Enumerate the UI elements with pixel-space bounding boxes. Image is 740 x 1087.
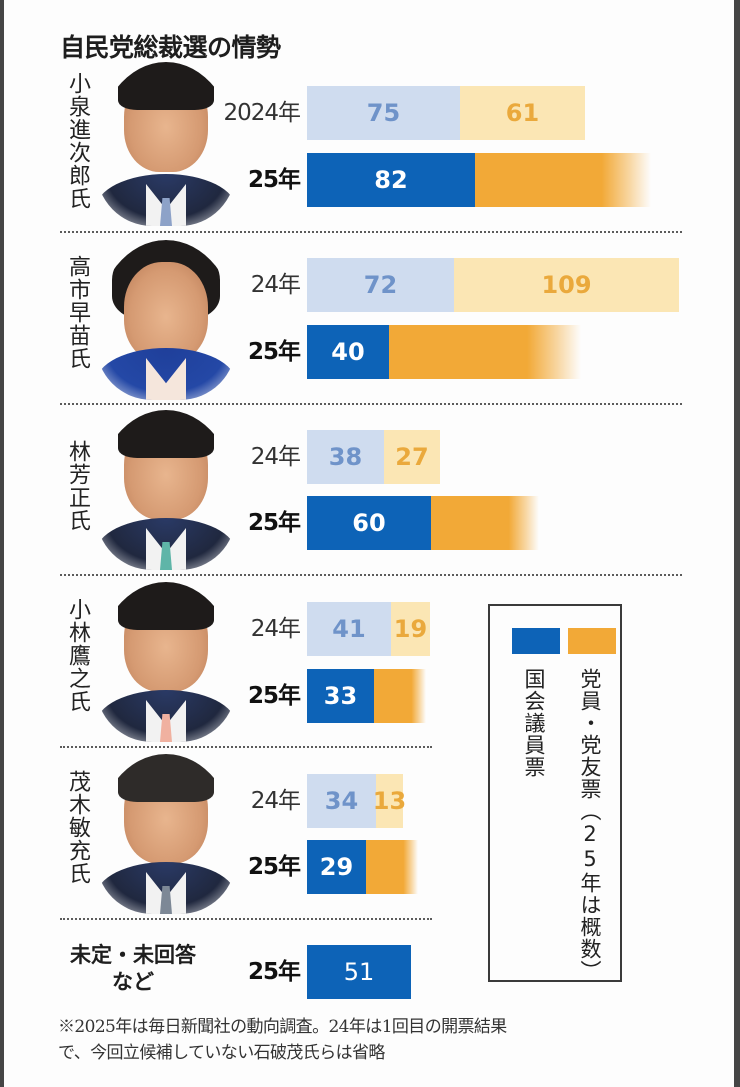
tie-shape [160, 886, 172, 914]
hair-shape [118, 582, 214, 630]
bar-diet-2024: 38 [307, 430, 384, 484]
row-divider [60, 403, 682, 405]
year-label-2025: 25年 [247, 959, 301, 985]
infographic: 自民党総裁選の情勢 小泉進次郎氏 2024年 75 61 25年 82 高市早苗… [4, 0, 734, 1087]
row-divider [60, 918, 432, 920]
candidate-photo [96, 754, 236, 914]
bar-party-2025 [389, 325, 581, 379]
candidate-name: 高市早苗氏 [65, 255, 90, 370]
bar-party-2025 [366, 840, 418, 894]
hair-shape [118, 754, 214, 802]
legend-swatch-diet [512, 628, 560, 654]
year-label-2024: 24年 [250, 616, 301, 642]
year-label-2024: 24年 [250, 788, 301, 814]
bar-diet-2024: 72 [307, 258, 454, 312]
bar-diet-2025: 51 [307, 945, 411, 999]
year-label-2025: 25年 [247, 510, 301, 536]
undecided-label-line2: など [112, 970, 154, 994]
hair-shape [118, 410, 214, 458]
legend-label-diet: 国会議員票 [522, 668, 546, 778]
bar-diet-2025: 33 [307, 669, 374, 723]
tie-shape [160, 542, 172, 570]
bar-diet-2025: 40 [307, 325, 389, 379]
year-label-2025: 25年 [247, 683, 301, 709]
tie-shape [160, 714, 172, 742]
bar-party-2025 [475, 153, 651, 207]
year-label-2025: 25年 [247, 339, 301, 365]
bar-party-2024: 19 [391, 602, 430, 656]
candidate-photo [96, 410, 236, 570]
bar-diet-2024: 34 [307, 774, 376, 828]
row-divider [60, 231, 682, 233]
undecided-label: 未定・未回答 など [70, 942, 196, 996]
candidate-name: 茂木敏充氏 [65, 770, 90, 885]
bar-party-2024: 27 [384, 430, 440, 484]
tie-shape [160, 198, 172, 226]
bar-party-2025 [431, 496, 539, 550]
legend: 国会議員票 党員・党友票（25年は概数） [488, 604, 622, 982]
chart-title: 自民党総裁選の情勢 [60, 33, 281, 62]
bar-diet-2024: 41 [307, 602, 391, 656]
candidate-photo [96, 240, 236, 400]
row-divider [60, 574, 682, 576]
candidate-name: 小林鷹之氏 [65, 598, 90, 713]
footnote-line1: ※2025年は毎日新聞社の動向調査。24年は1回目の開票結果 [58, 1017, 507, 1037]
bar-diet-2024: 75 [307, 86, 460, 140]
candidate-photo [96, 582, 236, 742]
candidate-name: 小泉進次郎氏 [65, 72, 90, 210]
legend-label-party: 党員・党友票（25年は概数） [578, 668, 602, 982]
face-shape [124, 262, 208, 362]
year-label-2025: 25年 [247, 854, 301, 880]
candidate-name: 林芳正氏 [65, 440, 90, 532]
candidate-photo [96, 62, 236, 226]
footnote-line2: で、今回立候補していない石破茂氏らは省略 [58, 1043, 385, 1063]
bar-party-2024: 61 [460, 86, 585, 140]
hair-shape [118, 62, 214, 110]
row-divider [60, 746, 432, 748]
bar-party-2024: 13 [373, 774, 406, 828]
year-label-2025: 25年 [247, 167, 301, 193]
year-label-2024: 24年 [250, 272, 301, 298]
bar-diet-2025: 60 [307, 496, 431, 550]
legend-swatch-party [568, 628, 616, 654]
year-label-2024: 24年 [250, 444, 301, 470]
bar-party-2024: 109 [454, 258, 679, 312]
year-label-2024: 2024年 [223, 100, 301, 126]
undecided-label-line1: 未定・未回答 [70, 943, 196, 967]
footnote: ※2025年は毎日新聞社の動向調査。24年は1回目の開票結果 で、今回立候補して… [58, 1014, 708, 1066]
bar-party-2025 [374, 669, 426, 723]
bar-diet-2025: 29 [307, 840, 366, 894]
bar-diet-2025: 82 [307, 153, 475, 207]
